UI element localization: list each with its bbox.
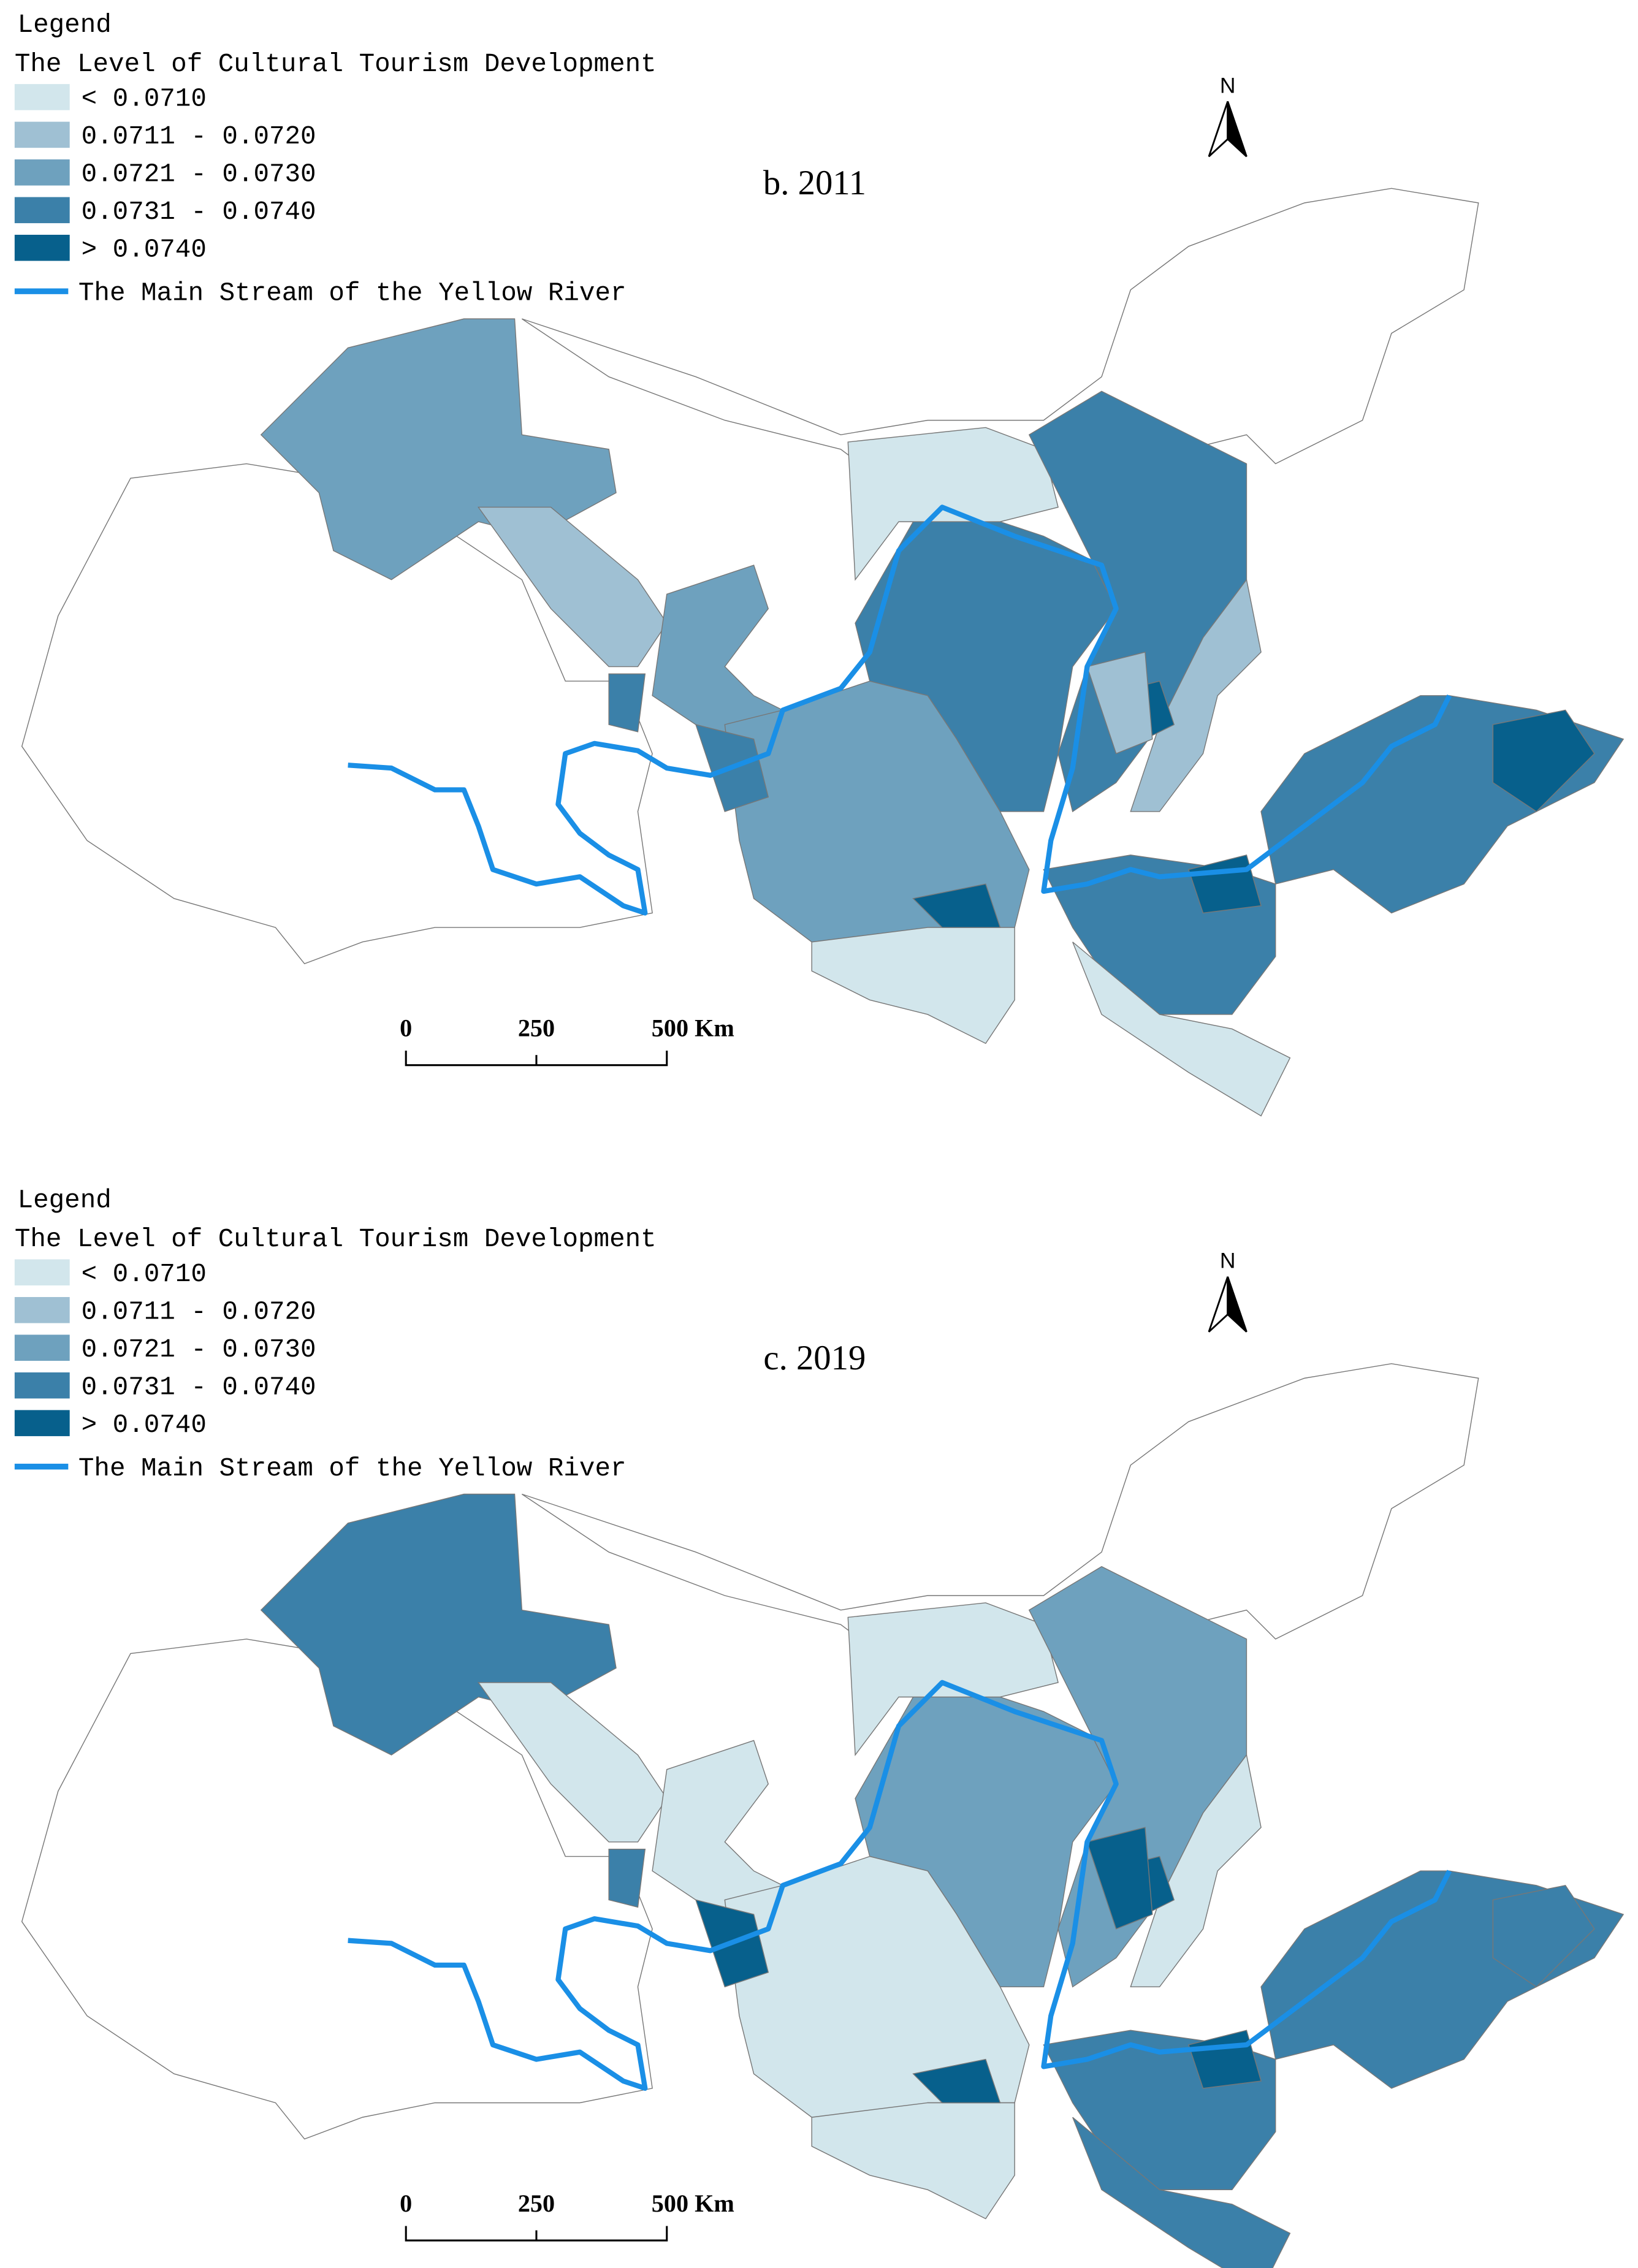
scale-label: 500 Km: [652, 2190, 734, 2217]
region: [1130, 578, 1262, 812]
region: [724, 680, 1030, 943]
legend-heading: Legend: [18, 10, 112, 40]
north-arrow-left: [1208, 1276, 1229, 1333]
north-arrow-left: [1208, 101, 1229, 158]
legend-label: 0.0711 - 0.0720: [82, 1297, 316, 1326]
legend-swatch: [14, 121, 70, 148]
legend-swatch: [14, 1372, 70, 1399]
legend-swatch: [14, 235, 70, 261]
scale-label: 0: [400, 2190, 412, 2217]
map-title: b. 2011: [763, 164, 866, 202]
legend-swatch: [14, 84, 70, 110]
legend-label: > 0.0740: [82, 1410, 207, 1440]
region: [724, 1855, 1030, 2118]
region: [1072, 2117, 1291, 2268]
legend-label: > 0.0740: [82, 235, 207, 264]
legend-label: 0.0731 - 0.0740: [82, 1372, 316, 1402]
map-panel: Legend The Level of Cultural Tourism Deve…: [14, 10, 1625, 1117]
region: [21, 1638, 653, 2140]
region: [847, 427, 1059, 581]
scale-label: 250: [518, 1014, 555, 1041]
legend-swatch: [14, 1410, 70, 1436]
legend-title: The Level of Cultural Tourism Developmen…: [15, 1225, 657, 1254]
legend-heading: Legend: [18, 1185, 112, 1215]
region: [912, 2058, 1001, 2104]
legend-title: The Level of Cultural Tourism Developmen…: [15, 50, 657, 79]
legend-river-label: The Main Stream of the Yellow River: [78, 1454, 627, 1483]
north-arrow-right: [1227, 1276, 1248, 1333]
legend-river-label: The Main Stream of the Yellow River: [78, 278, 627, 308]
legend-swatch: [14, 1259, 70, 1286]
yellow-river: [348, 1680, 1452, 2091]
region: [608, 673, 646, 733]
scale-label: 250: [518, 2190, 555, 2217]
legend-swatch: [14, 1296, 70, 1323]
legend-label: 0.0711 - 0.0720: [82, 122, 316, 151]
region: [1492, 709, 1595, 812]
legend-swatch: [14, 197, 70, 224]
region: [811, 2102, 1015, 2220]
region: [847, 1602, 1059, 1757]
yellow-river: [348, 504, 1452, 916]
map-panel: Legend The Level of Cultural Tourism Deve…: [14, 1185, 1625, 2268]
north-arrow-right: [1227, 101, 1248, 158]
region: [1492, 1885, 1595, 1988]
region: [1086, 1827, 1153, 1930]
legend-label: < 0.0710: [82, 1260, 207, 1289]
region: [912, 883, 1001, 928]
legend-label: 0.0721 - 0.0730: [82, 160, 316, 189]
legend-swatch: [14, 1334, 70, 1361]
region: [1086, 652, 1153, 755]
region: [478, 506, 668, 668]
scale-label: 500 Km: [652, 1014, 734, 1041]
legend-label: 0.0721 - 0.0730: [82, 1335, 316, 1364]
legend-label: < 0.0710: [82, 85, 207, 114]
region: [478, 1682, 668, 1843]
map-title: c. 2019: [763, 1339, 866, 1377]
legend-swatch: [14, 159, 70, 186]
region: [811, 927, 1015, 1045]
legend-label: 0.0731 - 0.0740: [82, 197, 316, 227]
region: [1072, 942, 1291, 1117]
region: [1130, 1754, 1262, 1988]
north-label: N: [1220, 1249, 1236, 1273]
region: [21, 463, 653, 965]
region: [608, 1849, 646, 1908]
north-label: N: [1220, 73, 1236, 97]
scale-label: 0: [400, 1014, 412, 1041]
